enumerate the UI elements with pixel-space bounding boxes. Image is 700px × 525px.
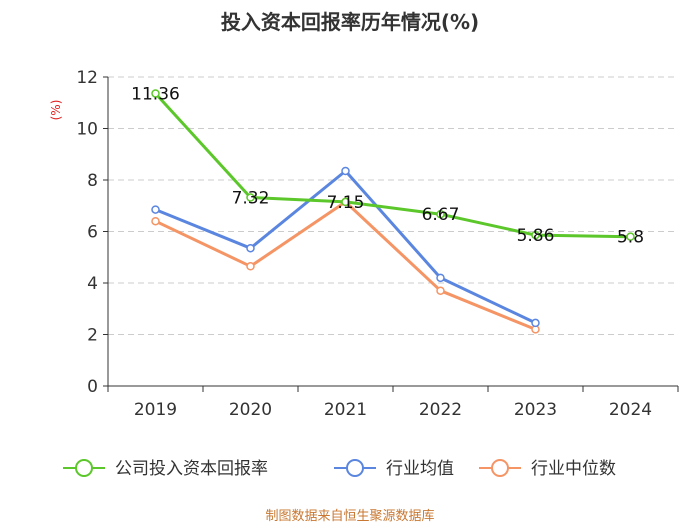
source-note: 制图数据来自恒生聚源数据库	[265, 508, 434, 524]
legend-item[interactable]: 公司投入资本回报率	[63, 459, 268, 479]
series-line	[154, 92, 631, 239]
data-point	[531, 318, 540, 328]
data-label: 6.67	[422, 205, 460, 225]
legend-item[interactable]: 行业中位数	[479, 459, 616, 479]
series-layer	[151, 89, 635, 334]
data-label: 5.86	[517, 226, 555, 246]
x-tick-label: 2020	[229, 400, 272, 420]
y-tick-label: 12	[76, 68, 98, 88]
data-point	[246, 243, 255, 253]
x-tick-label: 2019	[134, 400, 177, 420]
y-tick-label: 6	[87, 223, 98, 243]
data-point	[246, 193, 255, 202]
legend-label: 公司投入资本回报率	[115, 459, 268, 479]
data-point	[626, 232, 635, 241]
data-point	[341, 166, 350, 176]
y-axis-unit: (%)	[49, 100, 63, 121]
legend-item[interactable]: 行业均值	[334, 459, 454, 479]
x-tick-label: 2024	[609, 400, 652, 420]
legend-marker-icon	[75, 459, 93, 477]
data-label: 11.36	[131, 84, 180, 104]
data-point	[341, 197, 350, 207]
legend-label: 行业均值	[386, 459, 454, 479]
y-tick-label: 2	[87, 326, 98, 346]
data-point	[151, 89, 160, 98]
data-label: 5.8	[617, 228, 644, 248]
data-label: 7.32	[232, 189, 270, 209]
data-point	[151, 205, 160, 214]
data-point	[436, 209, 445, 219]
data-point	[151, 216, 160, 226]
legend[interactable]: 公司投入资本回报率 行业均值 行业中位数	[63, 459, 616, 479]
y-tick-label: 8	[87, 171, 98, 191]
legend-marker-icon	[346, 459, 364, 477]
legend-label: 行业中位数	[531, 459, 616, 479]
y-tick-label: 0	[87, 377, 98, 397]
chart-title: 投入资本回报率历年情况(%)	[221, 10, 479, 34]
data-labels: 11.36 7.32 7.15 6.67 5.86 5.8	[131, 84, 644, 247]
data-point	[436, 273, 445, 283]
x-tick-label: 2022	[419, 400, 462, 420]
legend-marker-icon	[491, 459, 509, 477]
y-tick-label: 4	[87, 274, 98, 294]
data-point	[246, 262, 255, 271]
x-tick-label: 2023	[514, 400, 557, 420]
data-label: 7.15	[327, 193, 365, 213]
x-tick-label: 2021	[324, 400, 367, 420]
data-point	[436, 286, 445, 295]
data-point	[531, 230, 540, 240]
grid-lines	[108, 76, 678, 335]
axes: 0 2 4 6 8 10 12 2019 2020 2021 2022 2023 2024	[76, 68, 679, 420]
y-tick-label: 10	[76, 120, 98, 140]
